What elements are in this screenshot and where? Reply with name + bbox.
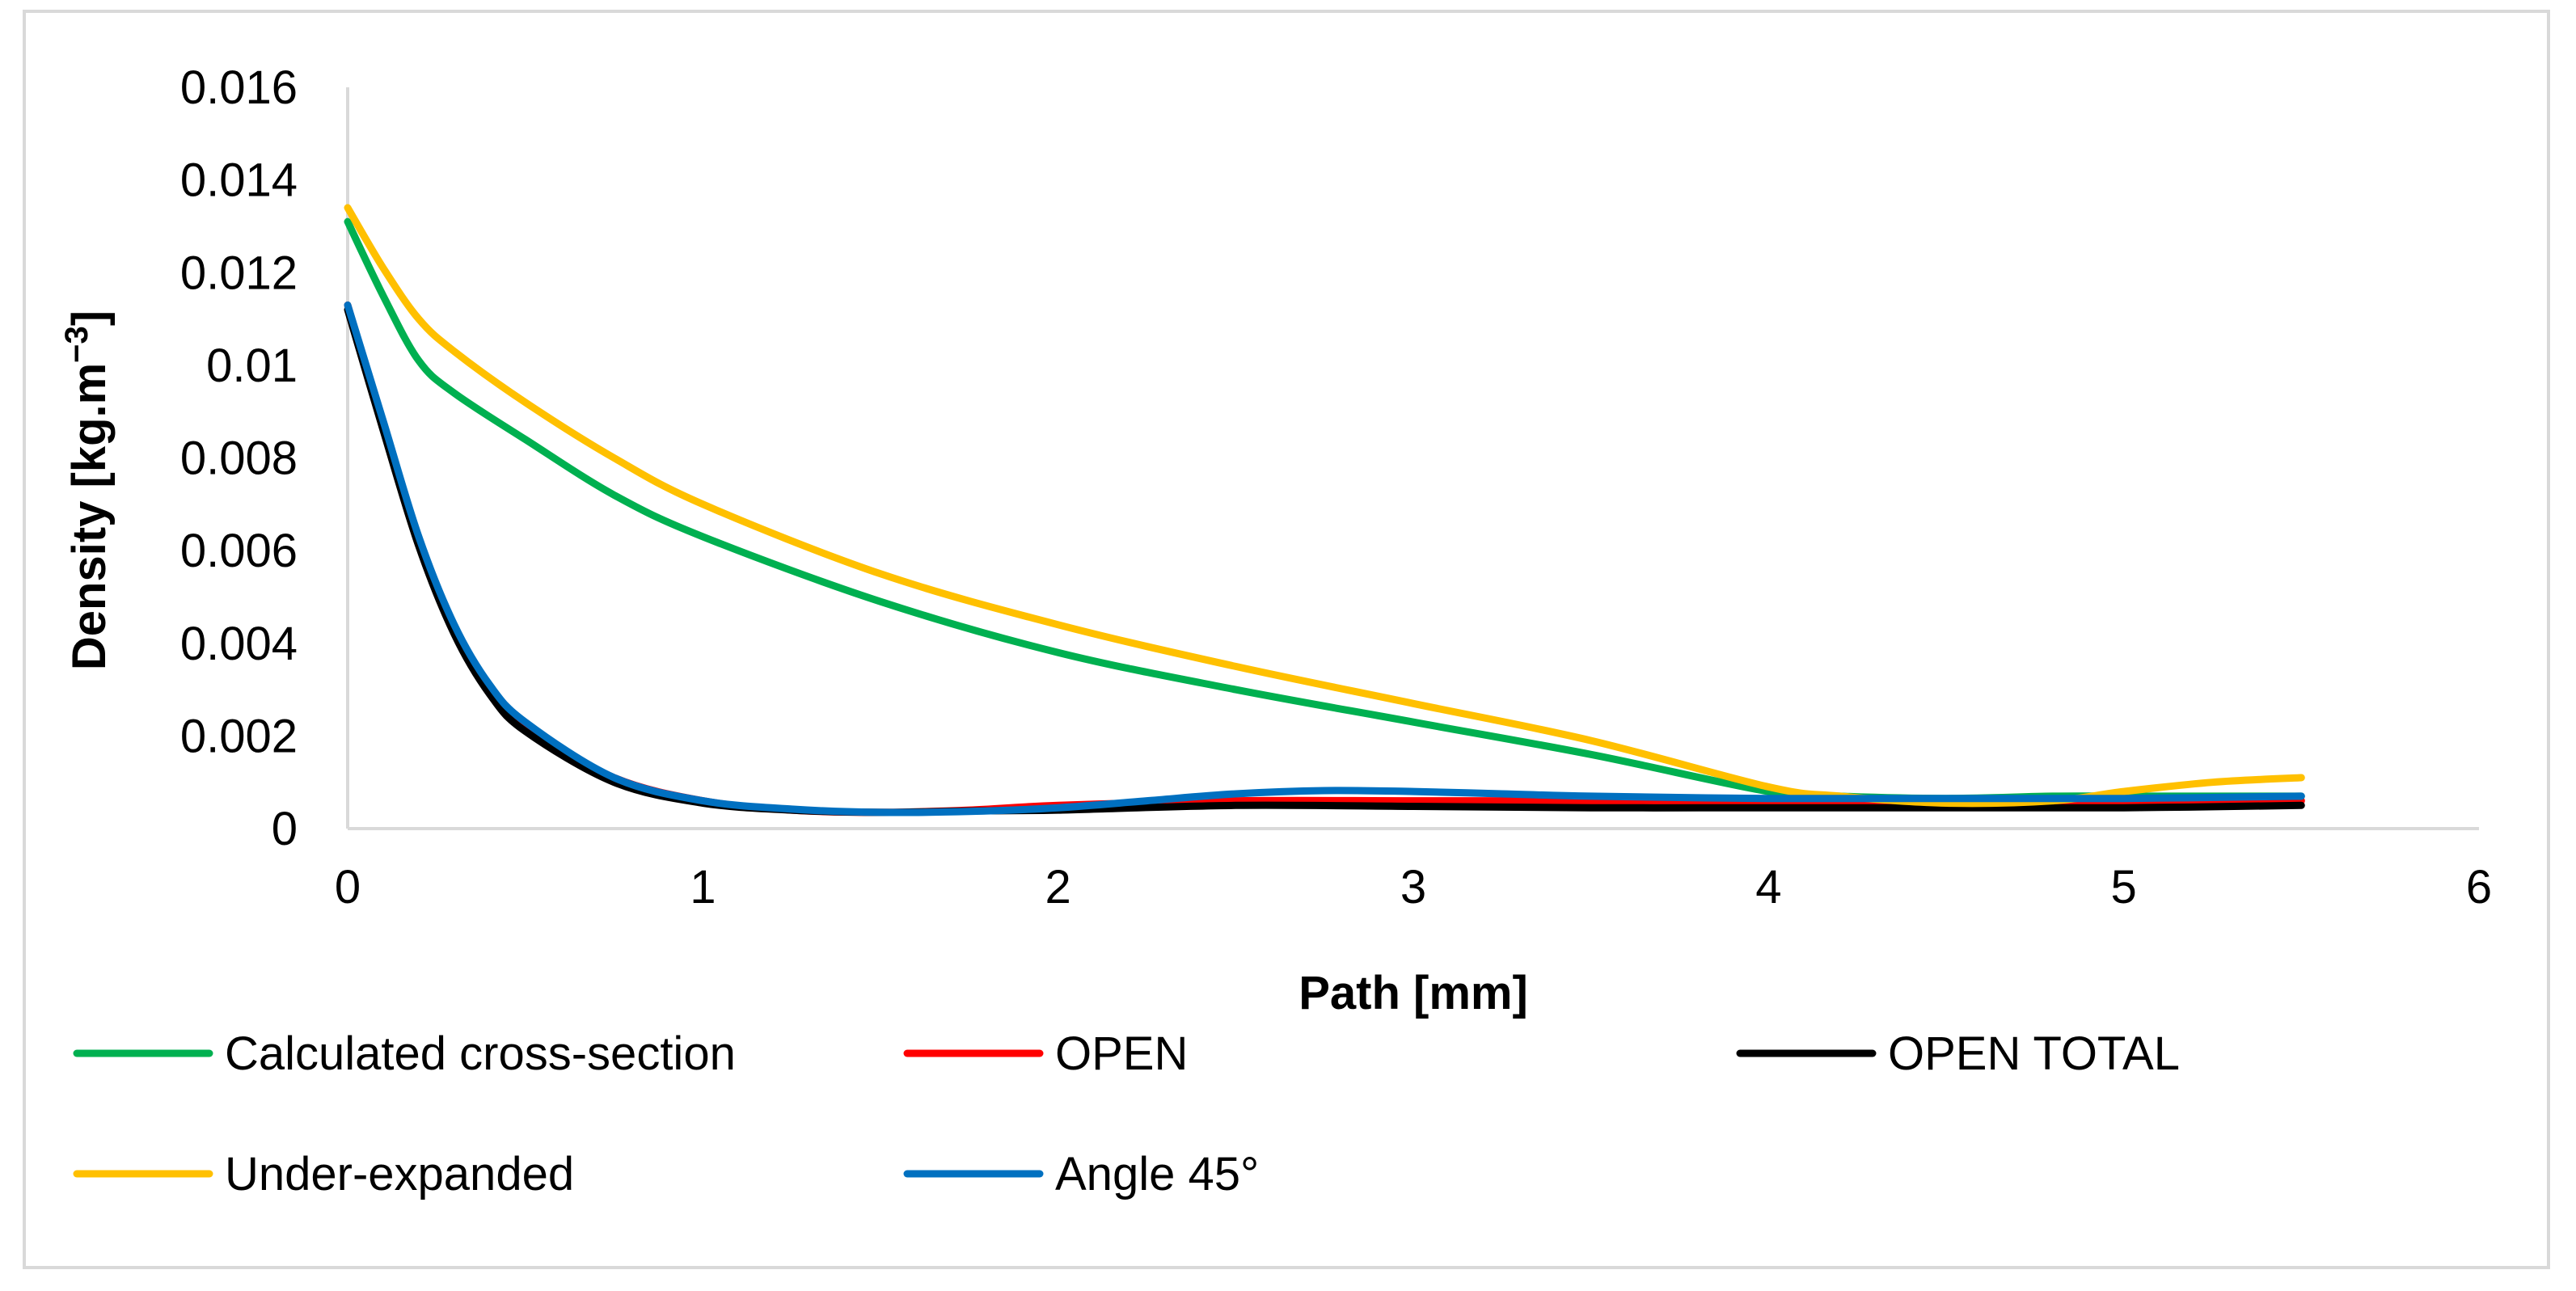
y-tick-label: 0.008 bbox=[180, 432, 298, 485]
y-axis-title-close: ] bbox=[63, 310, 116, 326]
x-tick-label: 5 bbox=[2111, 861, 2137, 913]
y-tick-label: 0.006 bbox=[180, 525, 298, 577]
legend-item-open: OPEN bbox=[903, 1027, 1188, 1080]
x-tick-label: 1 bbox=[690, 861, 716, 913]
x-tick-label: 4 bbox=[1755, 861, 1781, 913]
legend-label: OPEN bbox=[1055, 1027, 1188, 1080]
y-tick-labels: 0 0.002 0.004 0.006 0.008 0.01 0.012 0.014 0.016 bbox=[180, 61, 298, 855]
chart-frame bbox=[23, 10, 2550, 1269]
y-tick-label: 0.002 bbox=[180, 710, 298, 762]
x-tick-labels: 0 1 2 3 4 5 6 bbox=[335, 861, 2492, 913]
legend-item-open-total: OPEN TOTAL bbox=[1736, 1027, 2180, 1080]
y-tick-label: 0.01 bbox=[206, 340, 298, 392]
x-axis-title: Path [mm] bbox=[1299, 967, 1528, 1019]
legend-item-calculated-cross-section: Calculated cross-section bbox=[73, 1027, 736, 1080]
legend-item-under-expanded: Under-expanded bbox=[73, 1148, 574, 1200]
legend-label: Calculated cross-section bbox=[225, 1027, 736, 1080]
axes bbox=[346, 87, 2479, 830]
series-line-angle-45 bbox=[344, 301, 2305, 816]
y-axis-title-main: Density [kg.m bbox=[63, 363, 116, 670]
x-tick-label: 3 bbox=[1400, 861, 1426, 913]
y-tick-label: 0.004 bbox=[180, 618, 298, 670]
y-tick-label: 0 bbox=[272, 803, 298, 855]
y-tick-label: 0.014 bbox=[180, 154, 298, 207]
series-lines bbox=[344, 204, 2305, 816]
y-tick-label: 0.012 bbox=[180, 247, 298, 299]
x-tick-label: 0 bbox=[335, 861, 361, 913]
legend-item-angle-45: Angle 45° bbox=[903, 1148, 1259, 1200]
series-line-open bbox=[344, 301, 2305, 816]
y-tick-label: 0.016 bbox=[180, 61, 298, 114]
series-line-calculated-cross-section bbox=[344, 217, 2305, 803]
legend-label: Angle 45° bbox=[1055, 1148, 1259, 1200]
x-tick-label: 6 bbox=[2466, 861, 2492, 913]
legend-label: OPEN TOTAL bbox=[1888, 1027, 2180, 1080]
series-line-under-expanded bbox=[344, 204, 2305, 808]
legend-label: Under-expanded bbox=[225, 1148, 574, 1200]
y-axis-title-superscript: −3 bbox=[59, 326, 95, 363]
x-tick-label: 2 bbox=[1045, 861, 1071, 913]
legend: Calculated cross-section OPEN OPEN TOTAL Un… bbox=[73, 1027, 2180, 1200]
y-axis-title: Density [kg.m−3] bbox=[59, 310, 116, 670]
series-line-open-total bbox=[344, 306, 2305, 816]
